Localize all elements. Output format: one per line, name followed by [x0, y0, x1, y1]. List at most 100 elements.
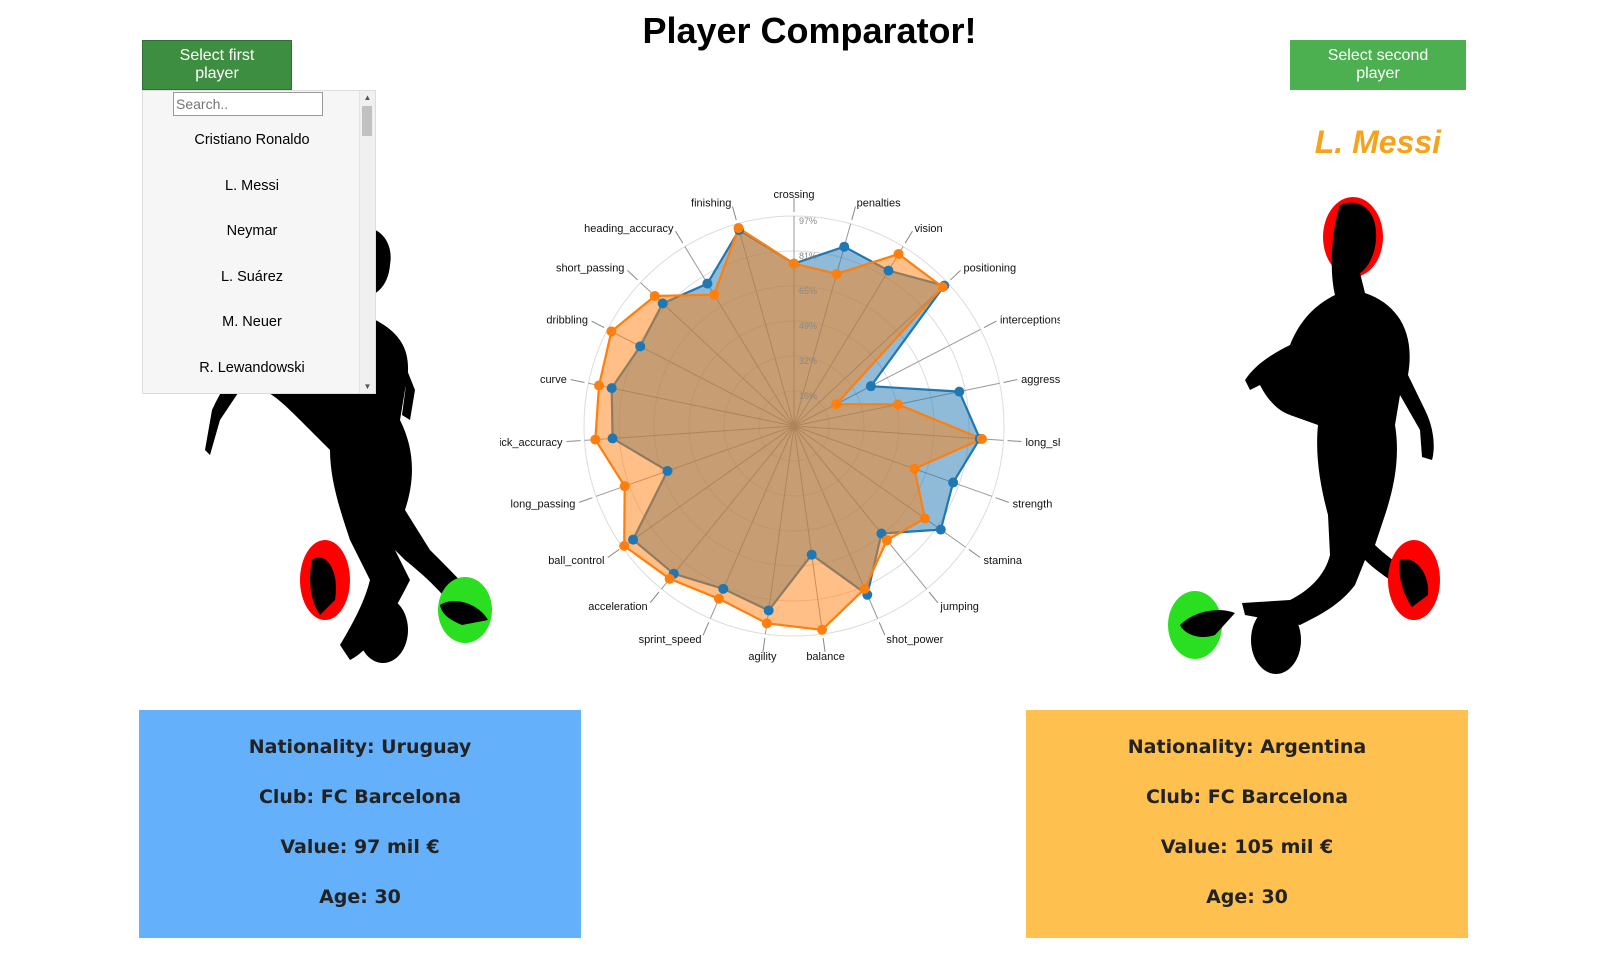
- second-player-name: L. Messi: [1314, 124, 1441, 160]
- radar-point-series-1[interactable]: [607, 433, 618, 444]
- radar-point-series-1[interactable]: [806, 549, 817, 560]
- radar-label-leader: [950, 270, 961, 281]
- radar-tick-label: 32%: [799, 356, 817, 366]
- radar-point-series-1[interactable]: [954, 386, 965, 397]
- radar-point-series-1[interactable]: [718, 583, 729, 594]
- radar-axis-label: stamina: [984, 555, 1023, 567]
- player-option[interactable]: M. Neuer: [222, 314, 282, 330]
- radar-point-series-2[interactable]: [649, 290, 660, 301]
- second-player-silhouette: [1168, 197, 1440, 674]
- radar-point-series-2[interactable]: [761, 618, 772, 629]
- radar-point-series-2[interactable]: [619, 481, 630, 492]
- radar-point-series-1[interactable]: [865, 381, 876, 392]
- radar-point-series-2[interactable]: [590, 434, 601, 445]
- radar-label-leader: [702, 622, 710, 636]
- radar-point-series-1[interactable]: [935, 524, 946, 535]
- radar-axis-label: jumping: [939, 601, 979, 613]
- player-dropdown[interactable]: Cristiano Ronaldo L. Messi Neymar L. Suá…: [142, 90, 376, 394]
- radar-axis-label: aggression: [1021, 374, 1060, 386]
- first-player-club: Club: FC Barcelona: [258, 786, 462, 808]
- radar-axis-label: agility: [748, 651, 777, 663]
- radar-axis-label: dribbling: [546, 314, 588, 326]
- radar-point-series-2[interactable]: [859, 583, 870, 594]
- radar-point-series-2[interactable]: [892, 399, 903, 410]
- player-option[interactable]: L. Suárez: [220, 268, 284, 285]
- radar-point-series-1[interactable]: [876, 528, 887, 539]
- radar-point-series-2[interactable]: [881, 535, 892, 546]
- radar-point-series-1[interactable]: [702, 278, 713, 289]
- radar-point-series-1[interactable]: [763, 605, 774, 616]
- radar-label-leader: [570, 379, 585, 383]
- scrollbar-thumb[interactable]: [362, 106, 372, 136]
- radar-point-series-1[interactable]: [635, 341, 646, 352]
- radar-tick-label: 81%: [799, 251, 817, 261]
- radar-label-leader: [607, 549, 620, 558]
- radar-point-series-2[interactable]: [713, 593, 724, 604]
- radar-label-leader: [851, 206, 856, 221]
- radar-tick-label: 49%: [799, 321, 817, 331]
- second-player-value: Value: 105 mil €: [1160, 836, 1334, 858]
- radar-point-series-2[interactable]: [789, 258, 799, 269]
- radar-point-series-2[interactable]: [709, 289, 720, 300]
- radar-axis-label: vision: [915, 223, 943, 235]
- radar-point-series-2[interactable]: [893, 248, 904, 259]
- radar-label-leader: [1007, 440, 1022, 443]
- radar-axis-label: long_shots: [1025, 437, 1060, 449]
- radar-point-series-2[interactable]: [831, 268, 842, 279]
- radar-label-leader: [928, 591, 939, 604]
- first-player-age: Age: 30: [319, 886, 401, 908]
- radar-point-series-1[interactable]: [883, 265, 894, 276]
- radar-axis-label: sprint_speed: [639, 634, 702, 646]
- player-option[interactable]: Cristiano Ronaldo: [194, 132, 310, 148]
- player-option[interactable]: R. Lewandowski: [199, 359, 305, 376]
- radar-label-leader: [675, 230, 684, 244]
- radar-axis-label: crossing: [774, 189, 815, 201]
- player-option[interactable]: L. Messi: [225, 177, 279, 194]
- radar-point-series-1[interactable]: [628, 534, 639, 545]
- first-player-info-card: Nationality: Uruguay Club: FC Barcelona …: [139, 710, 581, 938]
- radar-label-leader: [983, 320, 997, 328]
- radar-point-series-1[interactable]: [839, 241, 850, 252]
- radar-label-leader: [591, 320, 605, 328]
- radar-label-leader: [627, 270, 638, 281]
- radar-axis-label: free_kick_accuracy: [500, 437, 563, 449]
- radar-axis-label: shot_power: [886, 634, 943, 646]
- page-title: Player Comparator!: [642, 10, 977, 51]
- radar-point-series-2[interactable]: [937, 282, 948, 293]
- radar-point-series-2[interactable]: [919, 513, 930, 524]
- radar-point-series-2[interactable]: [664, 573, 675, 584]
- radar-axis-label: ball_control: [548, 555, 604, 567]
- select-second-player-button[interactable]: Select second player: [1290, 40, 1466, 90]
- radar-point-series-2[interactable]: [593, 380, 604, 391]
- radar-area-series-2: [594, 226, 985, 631]
- radar-axis-label: curve: [540, 374, 567, 386]
- scroll-up-icon[interactable]: ▲: [363, 93, 372, 102]
- radar-label-leader: [566, 440, 581, 443]
- radar-point-series-1[interactable]: [948, 477, 959, 488]
- second-player-club: Club: FC Barcelona: [1145, 786, 1349, 808]
- dropdown-scrollbar[interactable]: ▲ ▼: [359, 91, 375, 393]
- scroll-down-icon[interactable]: ▼: [363, 382, 372, 391]
- radar-point-series-2[interactable]: [909, 463, 920, 474]
- radar-axis-label: strength: [1013, 499, 1053, 511]
- radar-point-series-2[interactable]: [606, 326, 617, 337]
- radar-label-leader: [968, 549, 981, 558]
- radar-point-series-2[interactable]: [976, 433, 987, 444]
- select-first-player-button[interactable]: Select first player: [142, 40, 292, 90]
- radar-axis-label: balance: [806, 651, 845, 663]
- radar-label-leader: [649, 591, 660, 604]
- radar-point-series-1[interactable]: [662, 465, 673, 476]
- radar-point-series-2[interactable]: [817, 624, 828, 635]
- radar-point-series-2[interactable]: [831, 399, 842, 410]
- radar-point-series-1[interactable]: [657, 298, 668, 309]
- radar-label-leader: [995, 497, 1010, 503]
- radar-point-series-2[interactable]: [619, 540, 630, 551]
- player-list: Cristiano Ronaldo L. Messi Neymar L. Suá…: [143, 118, 361, 391]
- second-player-info-card: Nationality: Argentina Club: FC Barcelon…: [1026, 710, 1468, 938]
- radar-axis-label: interceptions: [1000, 314, 1060, 326]
- first-player-nationality: Nationality: Uruguay: [248, 736, 472, 758]
- player-search-input[interactable]: [173, 92, 323, 116]
- player-option[interactable]: Neymar: [226, 223, 278, 239]
- radar-point-series-1[interactable]: [606, 383, 617, 394]
- radar-point-series-2[interactable]: [733, 222, 744, 233]
